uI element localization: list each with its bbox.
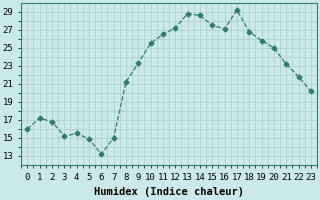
X-axis label: Humidex (Indice chaleur): Humidex (Indice chaleur) bbox=[94, 187, 244, 197]
